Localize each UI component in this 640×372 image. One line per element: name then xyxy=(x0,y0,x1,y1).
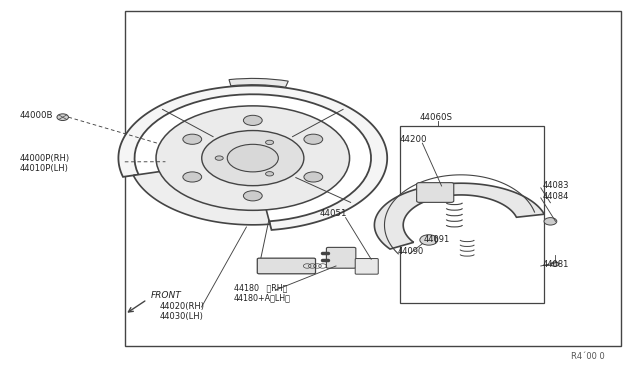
FancyBboxPatch shape xyxy=(355,259,378,274)
Text: FRONT: FRONT xyxy=(150,291,181,299)
Text: R4´00 0: R4´00 0 xyxy=(571,352,605,361)
Ellipse shape xyxy=(215,156,223,160)
Text: 44200: 44200 xyxy=(400,135,428,144)
Text: 44091: 44091 xyxy=(424,235,450,244)
Ellipse shape xyxy=(266,140,274,145)
Ellipse shape xyxy=(266,171,274,176)
Text: 44051: 44051 xyxy=(320,209,348,218)
Ellipse shape xyxy=(183,172,202,182)
FancyBboxPatch shape xyxy=(326,247,356,268)
Text: 44030(LH): 44030(LH) xyxy=(160,312,204,321)
Bar xyxy=(125,11,621,346)
Circle shape xyxy=(551,262,559,266)
Text: 44180   〈RH〉: 44180 〈RH〉 xyxy=(234,284,287,293)
Text: 44020(RH): 44020(RH) xyxy=(160,302,205,311)
Text: 44081: 44081 xyxy=(543,260,569,269)
Polygon shape xyxy=(374,183,544,249)
Wedge shape xyxy=(229,78,288,87)
Circle shape xyxy=(57,114,68,121)
Polygon shape xyxy=(118,86,387,230)
Text: 44180+A〈LH〉: 44180+A〈LH〉 xyxy=(234,293,291,302)
Ellipse shape xyxy=(183,134,202,144)
Bar xyxy=(400,126,544,303)
Text: 44000P(RH): 44000P(RH) xyxy=(19,154,69,163)
Text: 44090: 44090 xyxy=(398,247,424,256)
FancyBboxPatch shape xyxy=(257,258,316,274)
Ellipse shape xyxy=(304,172,323,182)
Text: 44083: 44083 xyxy=(543,181,569,190)
Text: 44060S: 44060S xyxy=(419,113,452,122)
Text: 44000B: 44000B xyxy=(19,111,52,120)
Polygon shape xyxy=(133,169,270,225)
Text: 44084: 44084 xyxy=(543,192,569,201)
Circle shape xyxy=(544,218,557,225)
FancyBboxPatch shape xyxy=(417,183,454,202)
Text: 44010P(LH): 44010P(LH) xyxy=(19,164,68,173)
Ellipse shape xyxy=(156,106,349,210)
Ellipse shape xyxy=(243,115,262,125)
Ellipse shape xyxy=(227,144,278,172)
Ellipse shape xyxy=(304,134,323,144)
Ellipse shape xyxy=(202,131,304,186)
Circle shape xyxy=(420,235,438,245)
Ellipse shape xyxy=(243,191,262,201)
